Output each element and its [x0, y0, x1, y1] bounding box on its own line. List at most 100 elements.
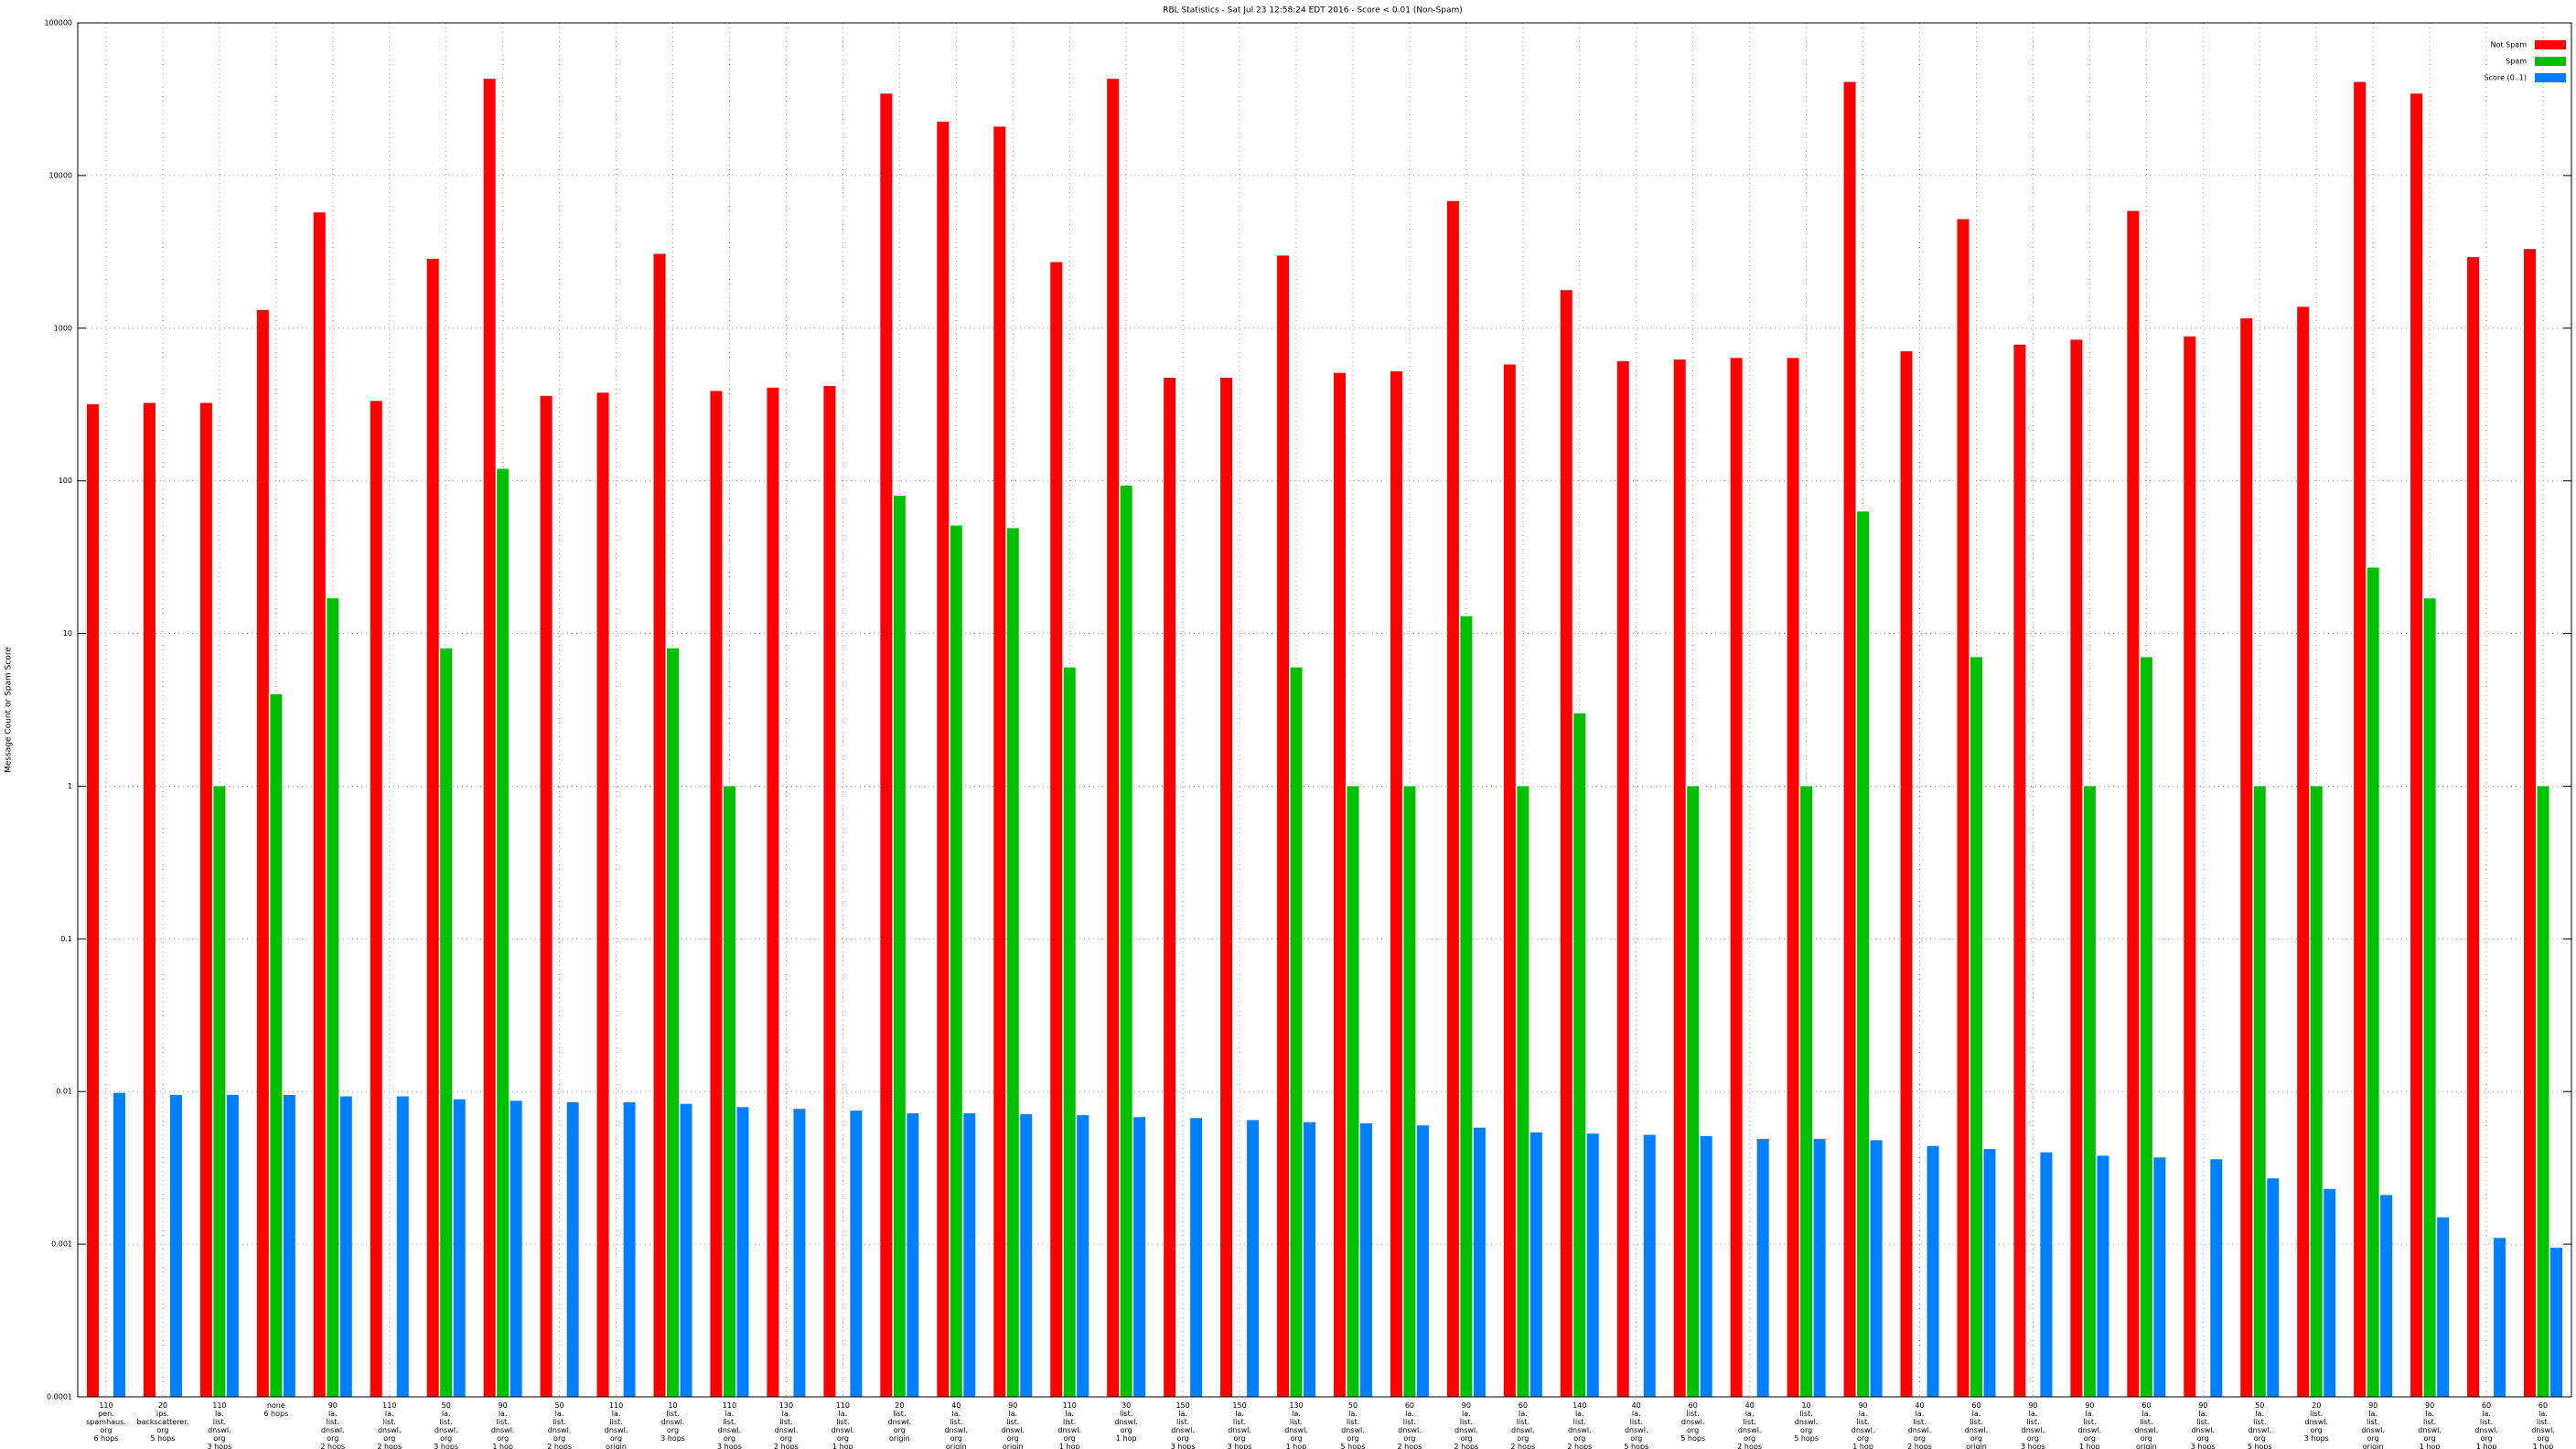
bar	[510, 1100, 522, 1397]
y-tick-label: 10	[63, 629, 72, 638]
x-tick-label: 110 la. list. dnswl. org 1 hop	[1057, 1401, 1081, 1449]
bar	[1063, 667, 1076, 1397]
x-tick-label: 110 la. list. dnswl. org origin	[605, 1401, 628, 1449]
x-tick-label: 90 la. list. dnswl. org origin	[1001, 1401, 1025, 1449]
bar	[1304, 1122, 1316, 1397]
bar	[1359, 1122, 1372, 1397]
y-tick-label: 1000	[54, 324, 72, 332]
bar	[2380, 1195, 2393, 1397]
bar	[1756, 1138, 1769, 1397]
y-tick-label: 10000	[49, 171, 72, 179]
bar	[1120, 485, 1132, 1397]
x-tick-label: 60 la. list. dnswl. org 1 hop	[2474, 1401, 2498, 1449]
bar	[327, 598, 339, 1397]
bar	[1473, 1127, 1486, 1397]
bar	[1247, 1120, 1260, 1397]
bar	[339, 1096, 352, 1397]
x-tick-label: 110 pen. spamhaus. org 6 hops	[86, 1401, 126, 1443]
bar	[1643, 1134, 1656, 1397]
bar	[2013, 344, 2026, 1397]
x-tick-label: 140 la. list. dnswl. org 2 hops	[1567, 1401, 1592, 1449]
legend-swatch	[2535, 40, 2566, 49]
legend-label: Not Spam	[2491, 41, 2528, 49]
bar	[710, 391, 723, 1397]
bar	[283, 1094, 295, 1397]
bar	[1107, 79, 1120, 1397]
x-tick-label: 40 la. list. dnswl. org origin	[944, 1401, 968, 1449]
bar	[270, 693, 283, 1397]
bar	[1006, 528, 1019, 1397]
bar	[2210, 1159, 2223, 1397]
bar	[1460, 616, 1473, 1397]
bar	[993, 126, 1006, 1397]
bar	[2267, 1178, 2280, 1397]
bar	[1813, 1138, 1826, 1397]
y-tick-label: 0.001	[51, 1240, 72, 1249]
bar	[1900, 351, 1913, 1397]
bar	[1050, 262, 1063, 1397]
bar	[623, 1102, 636, 1397]
bar	[2153, 1157, 2166, 1397]
y-tick-label: 1	[68, 782, 72, 790]
legend-swatch	[2535, 57, 2566, 66]
bar	[86, 403, 99, 1398]
bar	[1957, 219, 1970, 1397]
bar	[1673, 360, 1686, 1397]
bar	[2354, 81, 2367, 1397]
x-tick-label: 10 list. dnswl. org 3 hops	[660, 1401, 685, 1443]
y-axis-label: Message Count or Spam Score	[5, 647, 14, 773]
y-tick-label: 100	[59, 477, 72, 485]
bar	[497, 468, 510, 1397]
bar	[1700, 1136, 1712, 1397]
bar	[1416, 1125, 1429, 1397]
bar	[2070, 339, 2083, 1397]
bar	[2253, 786, 2266, 1397]
bar	[723, 786, 735, 1397]
bar	[440, 648, 453, 1397]
bar	[907, 1113, 919, 1397]
x-tick-label: 90 la. list. dnswl. org 2 hops	[320, 1401, 345, 1449]
x-tick-label: 60 la. list. dnswl. org origin	[2135, 1401, 2159, 1449]
x-tick-label: 20 ips. backscatterer. org 5 hops	[137, 1401, 189, 1443]
bar	[2410, 93, 2423, 1397]
bar	[256, 309, 269, 1397]
bar	[143, 402, 156, 1397]
x-tick-label: 90 la. list. dnswl. org 2 hops	[1454, 1401, 1478, 1449]
bar	[823, 385, 836, 1397]
x-tick-label: 90 la. list. dnswl. org 1 hop	[491, 1401, 515, 1449]
x-tick-label: 20 list. dnswl. org origin	[888, 1401, 912, 1443]
x-tick-label: 10 list. dnswl. org 5 hops	[1794, 1401, 1819, 1443]
bar	[2494, 1238, 2506, 1397]
bar	[950, 525, 962, 1397]
bar	[2127, 210, 2140, 1398]
bar	[1616, 360, 1629, 1398]
bar	[1927, 1145, 1939, 1397]
bar	[596, 392, 609, 1398]
x-tick-label: none 6 hops	[263, 1401, 288, 1418]
bar	[213, 786, 226, 1397]
bar	[2324, 1188, 2336, 1397]
bar	[1586, 1133, 1599, 1397]
bar	[1573, 713, 1586, 1397]
bar	[313, 212, 326, 1397]
legend-label: Score (0..1)	[2485, 74, 2527, 82]
bar	[893, 495, 906, 1397]
bar	[2297, 306, 2310, 1398]
bar	[1843, 81, 1856, 1397]
bar	[226, 1094, 239, 1397]
bar	[1277, 255, 1290, 1397]
x-tick-label: 50 la. list. dnswl. org 5 hops	[1341, 1401, 1366, 1449]
x-tick-label: 90 la. list. dnswl. org 3 hops	[2191, 1401, 2216, 1449]
bar	[2437, 1217, 2450, 1397]
x-tick-label: 90 la. list. dnswl. org 1 hop	[1852, 1401, 1875, 1449]
x-tick-label: 90 la. list. dnswl. org 3 hops	[2021, 1401, 2045, 1449]
chart-title: RBL Statistics - Sat Jul 23 12:58:24 EDT…	[1163, 6, 1463, 16]
bar	[937, 122, 950, 1398]
plot-frame	[77, 22, 2572, 1398]
bar	[1517, 786, 1530, 1397]
x-tick-label: 90 la. list. dnswl. org 1 hop	[2078, 1401, 2102, 1449]
bar	[370, 401, 382, 1398]
bar	[2040, 1152, 2053, 1397]
x-tick-label: 40 la. list. dnswl. org 2 hops	[1737, 1401, 1762, 1449]
